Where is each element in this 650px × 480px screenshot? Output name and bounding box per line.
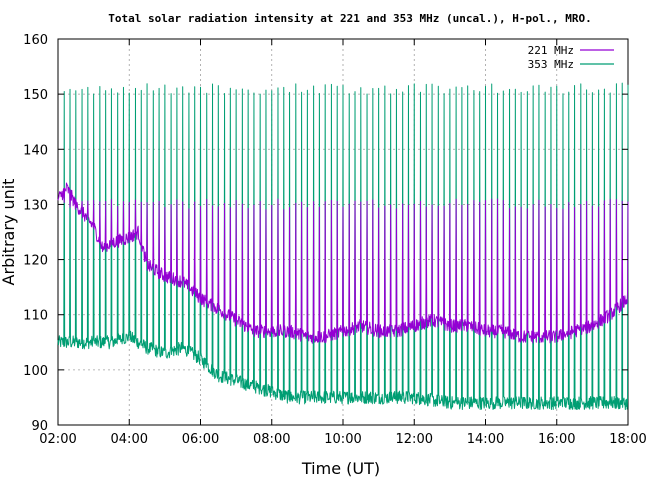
x-tick-label: 08:00 [253,432,290,447]
chart-title: Total solar radiation intensity at 221 a… [108,12,591,25]
y-tick-label: 120 [23,254,48,269]
legend: 221 MHz 353 MHz [528,44,614,71]
y-axis-label: Arbitrary unit [0,179,18,286]
x-tick-label: 16:00 [538,432,575,447]
x-tick-label: 02:00 [39,432,76,447]
series-line-221 [57,182,629,344]
ticks: 02:00 04:00 06:00 08:00 10:00 12:00 14:00 16:00… [23,33,647,447]
x-tick-label: 10:00 [324,432,361,447]
x-tick-label: 06:00 [182,432,219,447]
x-tick-label: 14:00 [467,432,504,447]
x-axis-label: Time (UT) [301,459,380,478]
x-tick-label: 04:00 [111,432,148,447]
y-tick-label: 100 [23,364,48,379]
y-tick-label: 160 [23,33,48,48]
y-tick-label: 150 [23,88,48,103]
y-tick-label: 140 [23,143,48,158]
series-layer [57,82,629,411]
x-tick-label: 18:00 [609,432,646,447]
legend-label-221: 221 MHz [528,44,574,57]
y-tick-label: 130 [23,198,48,213]
y-tick-label: 90 [31,419,48,434]
y-tick-label: 110 [23,309,48,324]
x-tick-label: 12:00 [396,432,433,447]
legend-label-353: 353 MHz [528,58,574,71]
